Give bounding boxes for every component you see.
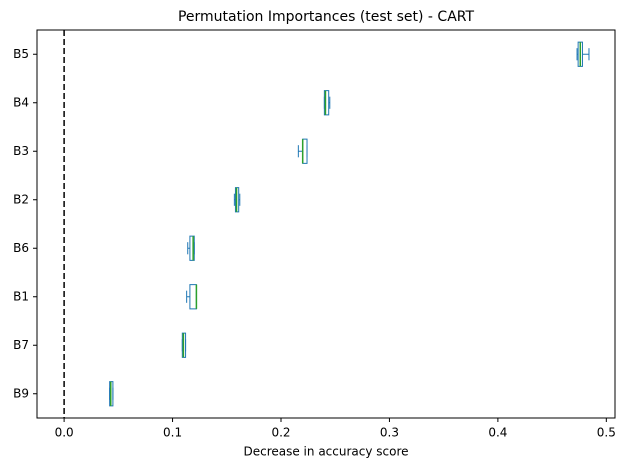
x-tick-label: 0.3 — [380, 426, 399, 440]
y-tick-label: B5 — [13, 47, 29, 61]
x-tick-label: 0.0 — [55, 426, 74, 440]
box — [323, 90, 330, 116]
y-tick-label: B7 — [13, 338, 29, 352]
x-tick-label: 0.1 — [163, 426, 182, 440]
y-tick-label: B9 — [13, 386, 29, 400]
y-tick-label: B4 — [13, 95, 29, 109]
plot-frame — [36, 29, 616, 419]
box — [189, 235, 195, 261]
x-tick-label: 0.5 — [597, 426, 616, 440]
x-tick-label: 0.4 — [488, 426, 507, 440]
y-tick-label: B1 — [13, 289, 29, 303]
x-tick-label: 0.2 — [271, 426, 290, 440]
box — [189, 284, 197, 310]
y-tick-label: B3 — [13, 144, 29, 158]
y-tick-label: B2 — [13, 192, 29, 206]
x-axis-label: Decrease in accuracy score — [243, 445, 408, 459]
y-tick-label: B6 — [13, 241, 29, 255]
chart-title: Permutation Importances (test set) - CAR… — [178, 9, 475, 25]
